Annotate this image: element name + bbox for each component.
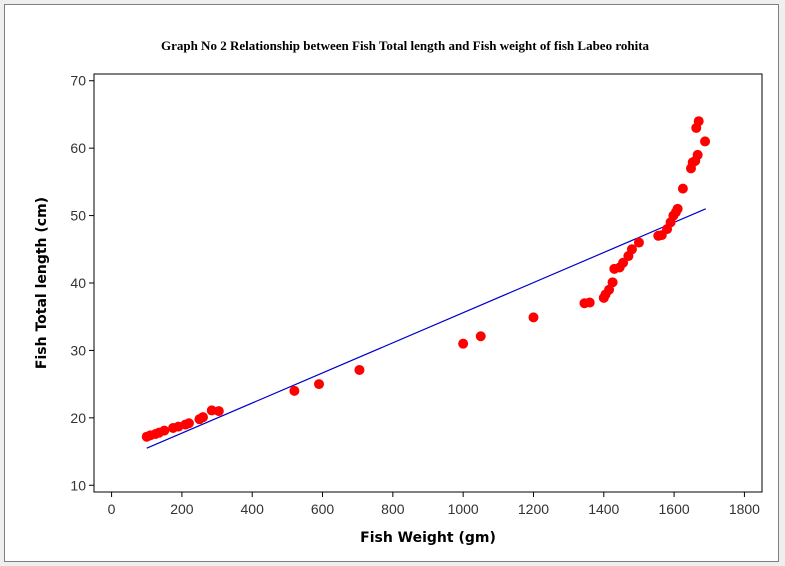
x-tick-label: 1000 [448,501,479,517]
y-tick-label: 60 [70,140,86,156]
x-axis-label: Fish Weight (gm) [360,530,496,546]
data-point [213,406,224,417]
data-point [692,149,703,160]
y-tick-label: 20 [70,410,86,426]
x-tick-label: 1800 [729,501,760,517]
plot-area [93,73,763,493]
x-tick-label: 600 [311,501,335,517]
x-tick-label: 1400 [588,501,619,517]
data-point [633,237,644,248]
x-tick-label: 0 [108,501,116,517]
data-point [475,331,486,342]
data-point [700,136,711,147]
x-tick-label: 400 [241,501,265,517]
data-point [626,244,637,255]
y-tick-label: 30 [70,342,86,358]
data-point [289,385,300,396]
data-point [584,297,595,308]
y-tick-label: 10 [70,477,86,493]
y-tick-label: 50 [70,208,86,224]
y-tick-label: 40 [70,275,86,291]
data-point [183,418,194,429]
data-point [197,412,208,423]
data-point [458,338,469,349]
data-point [314,379,325,390]
data-point [607,277,618,288]
data-point [618,257,629,268]
data-point [528,312,539,323]
y-axis-label: Fish Total length (cm) [34,197,50,369]
x-tick-label: 1200 [518,501,549,517]
data-points [141,116,711,442]
chart-title: Graph No 2 Relationship between Fish Tot… [161,38,650,53]
x-tick-label: 200 [170,501,194,517]
axis-ticks: 0 200 400 600 800 1000 1200 1400 1600 1800 10 20 30 4… [70,73,760,517]
data-point [672,203,683,214]
data-point [677,183,688,194]
x-tick-label: 1600 [659,501,690,517]
y-tick-label: 70 [70,73,86,89]
x-tick-label: 800 [381,501,405,517]
data-point [693,116,704,127]
data-point [354,364,365,375]
data-point [159,425,170,436]
data-point [604,284,615,295]
regression-line [146,208,706,449]
